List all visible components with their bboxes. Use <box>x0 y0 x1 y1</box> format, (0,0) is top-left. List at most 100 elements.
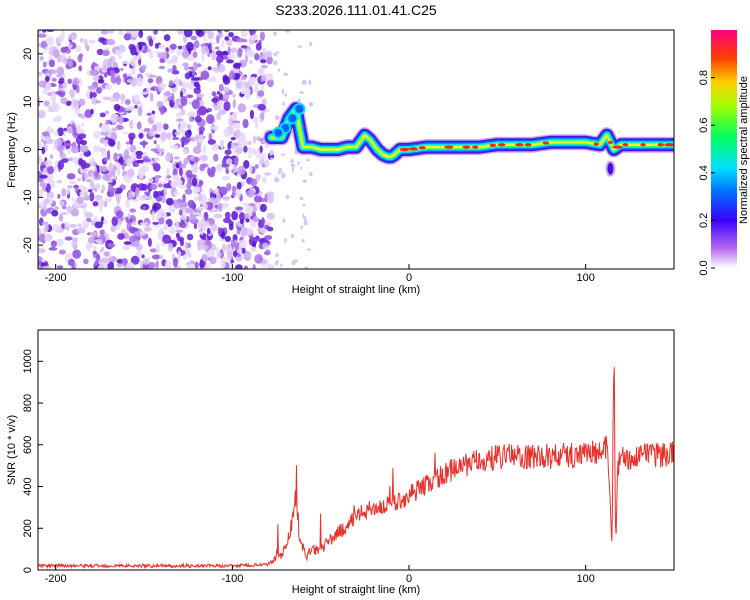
noise-blob <box>224 30 230 33</box>
noise-blob <box>216 100 224 107</box>
noise-blob <box>264 159 270 168</box>
noise-blob <box>172 257 179 268</box>
noise-blob <box>64 221 71 231</box>
noise-blob <box>211 97 219 103</box>
noise-blob <box>165 197 174 206</box>
noise-blob <box>185 41 194 51</box>
noise-blob <box>103 157 108 162</box>
noise-blob <box>91 97 98 105</box>
noise-blob <box>152 123 158 132</box>
noise-blob <box>149 53 154 59</box>
noise-blob <box>309 171 313 177</box>
noise-blob <box>218 93 223 101</box>
spectrogram-ridge <box>263 100 674 177</box>
noise-blob <box>190 77 200 81</box>
noise-blob <box>81 204 85 209</box>
noise-blob <box>200 236 207 241</box>
noise-blob <box>266 78 274 88</box>
noise-blob <box>258 119 263 124</box>
noise-blob <box>233 129 241 140</box>
noise-blob <box>66 173 76 180</box>
noise-blob <box>50 240 57 248</box>
noise-blob <box>59 212 69 216</box>
noise-blob <box>43 198 50 205</box>
noise-blob <box>84 109 93 119</box>
noise-blob <box>60 55 68 64</box>
noise-blob <box>44 171 54 182</box>
noise-blob <box>126 105 135 110</box>
noise-blob <box>56 144 65 152</box>
noise-blob <box>154 134 161 138</box>
noise-blob <box>102 50 110 57</box>
noise-blob <box>39 174 48 179</box>
noise-blob <box>222 176 230 180</box>
noise-blob <box>53 165 57 173</box>
noise-blob <box>184 72 191 80</box>
x-tick-label: -100 <box>221 272 243 284</box>
noise-blob <box>109 113 119 123</box>
noise-blob <box>227 53 237 59</box>
noise-blob <box>76 226 86 234</box>
noise-blob <box>290 158 294 164</box>
noise-blob <box>157 183 163 188</box>
noise-blob <box>227 142 232 150</box>
noise-blob <box>45 36 54 46</box>
noise-blob <box>180 163 187 169</box>
noise-blob <box>235 188 241 199</box>
noise-blob <box>107 138 114 147</box>
y-tick-label: 400 <box>22 477 34 495</box>
noise-blob <box>302 179 307 183</box>
noise-blob <box>166 131 172 140</box>
noise-blob <box>65 100 72 106</box>
ridge-hotspot <box>489 143 497 147</box>
noise-blob <box>60 46 67 53</box>
noise-blob <box>155 121 164 130</box>
noise-blob <box>223 128 232 137</box>
noise-blob <box>218 186 228 196</box>
noise-blob <box>41 146 46 155</box>
noise-blob <box>184 241 188 249</box>
noise-blob <box>44 234 50 242</box>
noise-blob <box>221 256 227 263</box>
noise-blob <box>82 219 89 230</box>
noise-blob <box>252 116 259 123</box>
noise-blob <box>77 223 82 227</box>
noise-blob <box>247 154 252 159</box>
noise-blob <box>193 87 201 94</box>
noise-blob <box>139 222 149 226</box>
noise-blob <box>38 154 43 165</box>
noise-blob <box>79 145 89 153</box>
noise-blob <box>61 30 65 40</box>
noise-blob <box>173 201 182 209</box>
noise-blob <box>89 191 95 202</box>
noise-blob <box>77 177 82 182</box>
noise-blob <box>61 188 67 197</box>
noise-blob <box>191 163 199 174</box>
noise-blob <box>138 132 144 139</box>
noise-blob <box>255 173 261 181</box>
noise-blob <box>173 191 180 196</box>
noise-blob <box>238 239 248 249</box>
noise-blob <box>281 153 286 156</box>
noise-blob <box>67 185 73 189</box>
colorbar-tick-label: 0.4 <box>698 165 710 180</box>
noise-blob <box>291 166 294 173</box>
noise-blob <box>95 100 101 104</box>
noise-blob <box>254 83 259 94</box>
noise-blob <box>38 227 42 237</box>
noise-blob <box>245 218 250 223</box>
noise-blob <box>135 150 144 156</box>
noise-blob <box>243 140 249 147</box>
noise-blob <box>252 264 256 269</box>
noise-blob <box>80 113 86 120</box>
noise-blob <box>175 179 183 187</box>
noise-blob <box>46 30 55 33</box>
noise-blob <box>181 80 187 90</box>
noise-blob <box>112 127 118 133</box>
noise-blob <box>106 119 111 124</box>
noise-blob <box>299 91 304 94</box>
noise-blob <box>280 172 286 179</box>
noise-blob <box>208 48 213 54</box>
noise-blob <box>169 43 177 50</box>
